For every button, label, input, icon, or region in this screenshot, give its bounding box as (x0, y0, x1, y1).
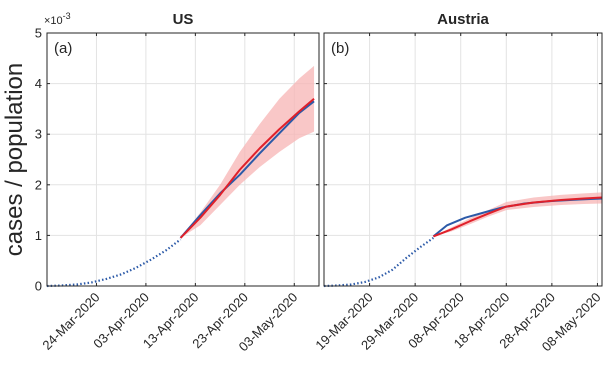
y-tick-label: 5 (35, 26, 42, 41)
axes-box (323, 32, 603, 287)
model-line (433, 196, 603, 238)
observed-early-line (46, 238, 182, 288)
y-axis-multiplier: ×10-3 (44, 11, 71, 27)
y-tick-label: 3 (35, 127, 42, 142)
model-line (179, 98, 315, 239)
y-tick-label: 0 (35, 279, 42, 294)
observed-line (179, 100, 315, 239)
y-tick-label: 2 (35, 177, 42, 192)
axes-box (46, 32, 320, 287)
plot-area (324, 33, 602, 286)
chart-title: US (173, 11, 194, 28)
panel-1: 01234524-Mar-202003-Apr-202013-Apr-20202… (1, 11, 320, 354)
y-axis-label: cases / population (1, 63, 28, 256)
y-tick-label: 4 (35, 76, 42, 91)
y-tick-label: 1 (35, 228, 42, 243)
multiplier-base: ×10 (44, 15, 63, 27)
panel-label: (b) (331, 40, 349, 57)
panel-2: 19-Mar-202029-Mar-202008-Apr-202018-Apr-… (312, 11, 603, 354)
confidence-band (180, 65, 315, 238)
multiplier-exponent: -3 (63, 11, 71, 21)
observed-early-line (323, 237, 435, 288)
panel-label: (a) (54, 40, 72, 57)
confidence-band (433, 192, 602, 237)
chart-title: Austria (437, 11, 489, 28)
plot-area (47, 33, 319, 286)
